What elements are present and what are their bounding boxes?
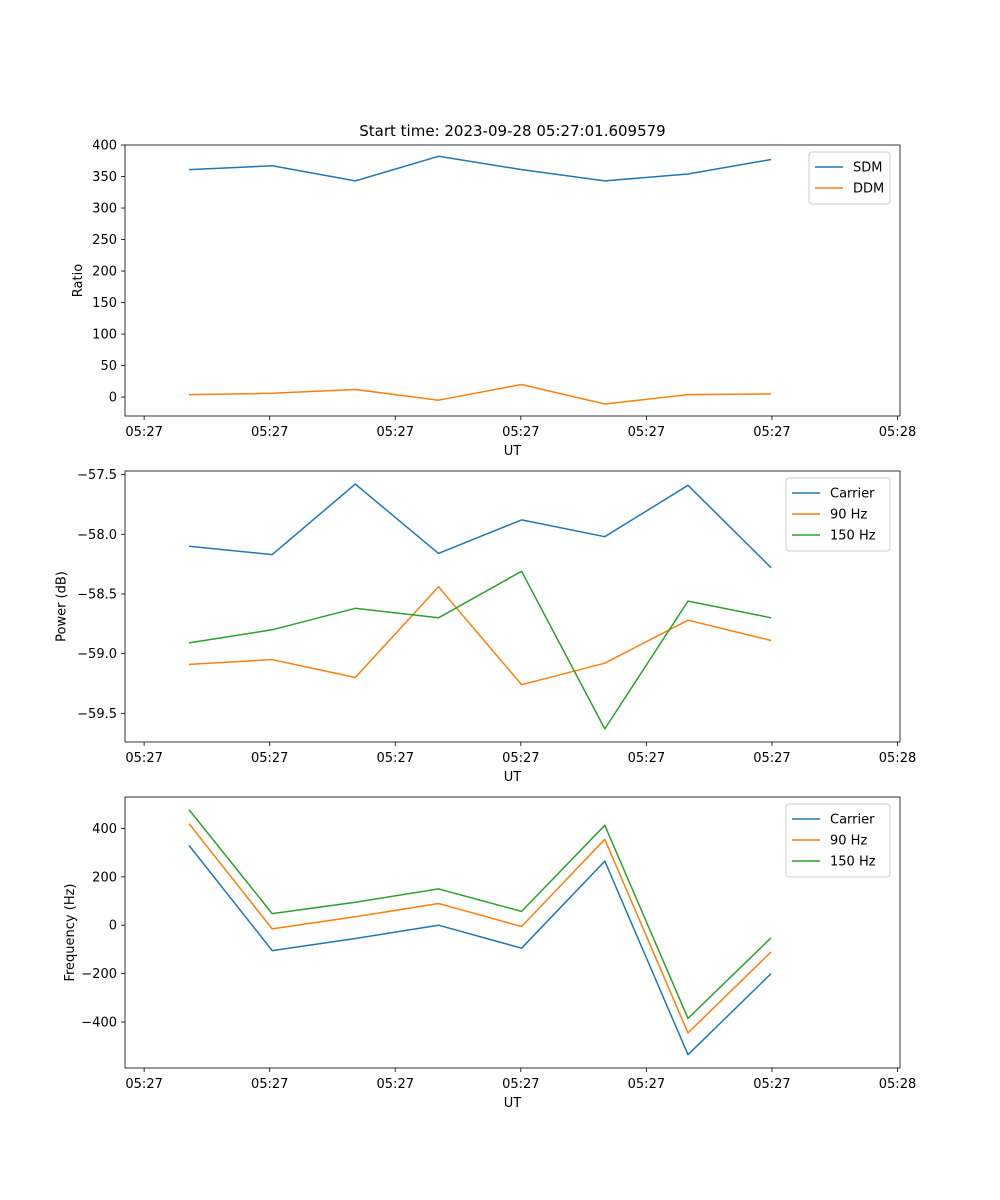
chart-panel-2: 05:27 05:27 05:27 05:27 05:27 05:27 05:28 −59.5… <box>55 468 917 785</box>
y-tick-label: −400 <box>81 1016 117 1031</box>
x-tick-label: 05:27 <box>377 425 414 440</box>
x-axis-label: UT <box>504 770 522 785</box>
legend-label: 90 Hz <box>830 834 867 849</box>
y-axis-label: Frequency (Hz) <box>63 883 78 981</box>
legend-label: DDM <box>853 182 884 197</box>
legend: SDM DDM <box>808 151 891 205</box>
legend-label: 150 Hz <box>830 855 876 870</box>
x-tick-label: 05:27 <box>502 1077 539 1092</box>
legend: Carrier 90 Hz 150 Hz <box>785 803 891 878</box>
legend-box <box>808 151 891 205</box>
axes-frame <box>124 144 901 417</box>
series-line-ddm <box>188 383 772 405</box>
series-line-carrier <box>188 844 772 1056</box>
x-tick-label: 05:27 <box>753 751 790 766</box>
series-line-90-hz <box>188 586 772 686</box>
chart-title: Start time: 2023-09-28 05:27:01.609579 <box>359 122 665 140</box>
legend-label: 150 Hz <box>830 529 876 544</box>
y-tick-label: 100 <box>92 328 117 343</box>
series-line-90-hz <box>188 823 772 1034</box>
x-tick-label: 05:27 <box>125 751 162 766</box>
x-tick-label: 05:27 <box>377 1077 414 1092</box>
legend-label: Carrier <box>830 487 875 502</box>
y-axis-label: Ratio <box>71 264 86 297</box>
x-tick-label: 05:27 <box>502 425 539 440</box>
legend: Carrier 90 Hz 150 Hz <box>785 477 891 552</box>
x-tick-label: 05:27 <box>125 425 162 440</box>
y-tick-label: 200 <box>92 265 117 280</box>
y-tick-label: 250 <box>92 233 117 248</box>
x-tick-label: 05:27 <box>628 751 665 766</box>
x-tick-label: 05:27 <box>251 1077 288 1092</box>
y-tick-label: 350 <box>92 170 117 185</box>
legend-label: Carrier <box>830 813 875 828</box>
legend-box <box>785 803 891 878</box>
x-tick-label: 05:27 <box>753 425 790 440</box>
legend-label: SDM <box>853 161 882 176</box>
y-tick-label: 0 <box>109 919 117 934</box>
y-tick-label: −59.0 <box>77 647 117 662</box>
x-tick-label: 05:27 <box>628 425 665 440</box>
x-tick-label: 05:28 <box>879 425 916 440</box>
axes-frame <box>124 796 901 1069</box>
chart-panels: 05:27 05:27 05:27 05:27 05:27 05:27 05:28 0 50 10… <box>55 139 917 1112</box>
y-tick-label: 300 <box>92 202 117 217</box>
legend-label: 90 Hz <box>830 508 867 523</box>
x-tick-label: 05:27 <box>251 425 288 440</box>
series-line-sdm <box>188 155 772 182</box>
y-tick-label: −200 <box>81 967 117 982</box>
x-axis-label: UT <box>504 444 522 459</box>
x-tick-label: 05:27 <box>628 1077 665 1092</box>
chart-panel-1: 05:27 05:27 05:27 05:27 05:27 05:27 05:28 0 50 10… <box>71 139 916 460</box>
legend-box <box>785 477 891 552</box>
x-tick-label: 05:27 <box>125 1077 162 1092</box>
y-tick-label: 150 <box>92 296 117 311</box>
y-tick-label: 400 <box>92 822 117 837</box>
x-tick-label: 05:28 <box>879 751 916 766</box>
y-tick-label: 200 <box>92 870 117 885</box>
x-tick-label: 05:27 <box>251 751 288 766</box>
y-tick-label: 0 <box>109 391 117 406</box>
y-axis-label: Power (dB) <box>55 571 70 642</box>
series-line-carrier <box>188 483 772 569</box>
y-tick-label: −57.5 <box>77 468 117 483</box>
x-tick-label: 05:27 <box>753 1077 790 1092</box>
y-tick-label: −59.5 <box>77 707 117 722</box>
y-tick-label: −58.5 <box>77 587 117 602</box>
x-tick-label: 05:27 <box>502 751 539 766</box>
axes-frame <box>124 470 901 743</box>
chart-panel-3: 05:27 05:27 05:27 05:27 05:27 05:27 05:28 −400 −… <box>63 796 916 1111</box>
y-tick-label: 50 <box>100 359 117 374</box>
series-line-150-hz <box>188 570 772 730</box>
x-axis-label: UT <box>504 1096 522 1111</box>
series-line-150-hz <box>188 809 772 1020</box>
x-tick-label: 05:27 <box>377 751 414 766</box>
y-tick-label: −58.0 <box>77 528 117 543</box>
y-tick-label: 400 <box>92 139 117 154</box>
x-tick-label: 05:28 <box>879 1077 916 1092</box>
